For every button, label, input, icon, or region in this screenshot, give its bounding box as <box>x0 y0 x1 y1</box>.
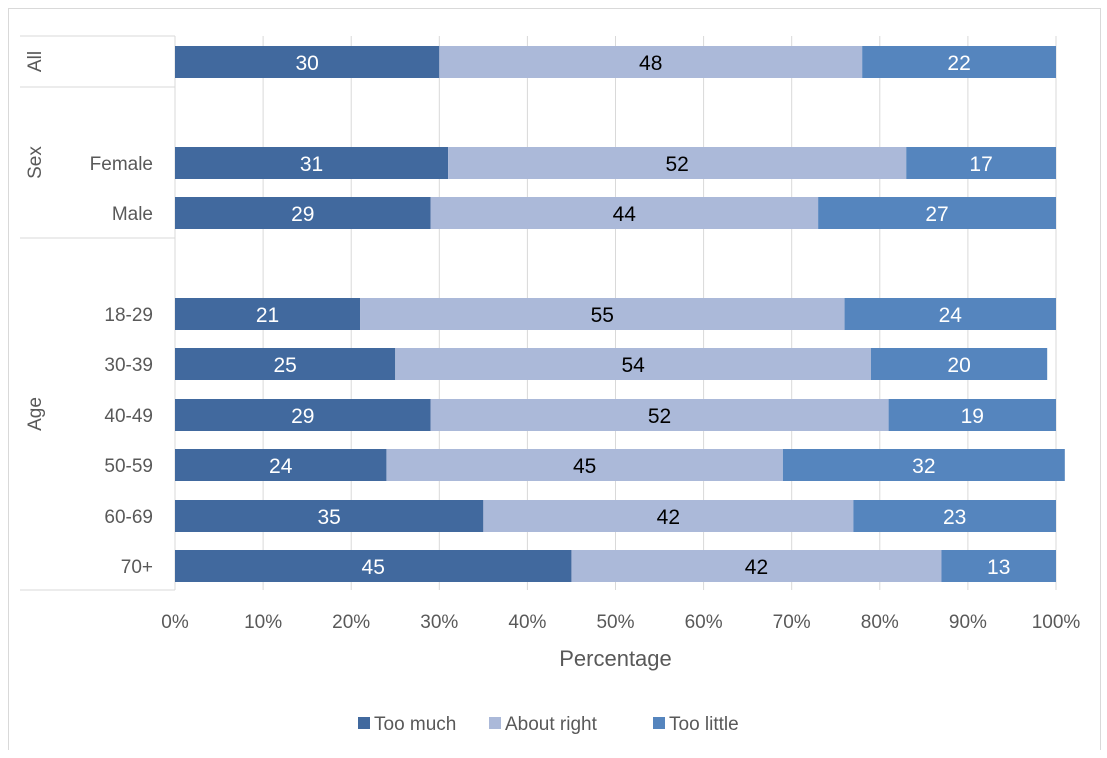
category-label: Female <box>90 154 153 175</box>
data-label: 44 <box>613 203 637 226</box>
bar-segment <box>175 298 361 330</box>
bar-segment <box>571 550 942 582</box>
bar-segment <box>430 197 819 229</box>
bar-segment <box>483 500 854 532</box>
data-label: 31 <box>300 153 323 176</box>
bar-segment <box>888 399 1056 431</box>
category-label: 70+ <box>121 557 153 578</box>
bar-segment <box>941 550 1056 582</box>
x-tick-label: 100% <box>1032 612 1081 633</box>
bar-segment <box>175 348 396 380</box>
legend-label: About right <box>505 714 598 735</box>
data-label: 29 <box>291 405 314 428</box>
x-tick-label: 70% <box>773 612 811 633</box>
category-label: 50-59 <box>104 456 153 477</box>
data-label: 35 <box>317 506 340 529</box>
data-label: 52 <box>665 153 688 176</box>
data-label: 20 <box>947 354 970 377</box>
x-tick-label: 10% <box>244 612 282 633</box>
x-tick-label: 40% <box>508 612 546 633</box>
legend-label: Too much <box>374 714 456 735</box>
data-label: 17 <box>969 153 992 176</box>
x-tick-label: 60% <box>685 612 723 633</box>
x-tick-label: 30% <box>420 612 458 633</box>
data-label: 29 <box>291 203 314 226</box>
data-label: 45 <box>573 455 596 478</box>
data-label: 21 <box>256 304 279 327</box>
data-label: 30 <box>295 52 318 75</box>
category-label: Male <box>112 204 153 225</box>
category-label: 60-69 <box>104 507 153 528</box>
data-label: 42 <box>657 506 680 529</box>
x-tick-label: 50% <box>596 612 634 633</box>
bar-segment <box>439 46 863 78</box>
data-label: 32 <box>912 455 935 478</box>
bar-segment <box>906 147 1056 179</box>
x-tick-label: 20% <box>332 612 370 633</box>
data-label: 54 <box>621 354 645 377</box>
x-axis-title: Percentage <box>559 646 672 671</box>
x-tick-label: 0% <box>161 612 189 633</box>
bar-segment <box>448 147 907 179</box>
bar-segment <box>386 449 783 481</box>
legend-swatch <box>358 717 370 729</box>
legend-swatch <box>653 717 665 729</box>
bar-segment <box>175 399 431 431</box>
group-label: Sex <box>25 146 46 179</box>
data-label: 13 <box>987 556 1010 579</box>
bar-segment <box>175 197 431 229</box>
bar-segment <box>862 46 1056 78</box>
category-label: 40-49 <box>104 406 153 427</box>
bar-segment <box>853 500 1056 532</box>
bar-segment <box>430 399 889 431</box>
data-label: 42 <box>745 556 768 579</box>
data-label: 27 <box>925 203 948 226</box>
data-label: 22 <box>947 52 970 75</box>
data-label: 23 <box>943 506 966 529</box>
bar-segment <box>360 298 845 330</box>
bar-segment <box>818 197 1056 229</box>
bar-segment <box>870 348 1048 380</box>
category-label: 18-29 <box>104 305 153 326</box>
group-label: Age <box>25 397 46 431</box>
data-label: 25 <box>273 354 296 377</box>
legend-label: Too little <box>669 714 739 735</box>
legend-swatch <box>489 717 501 729</box>
group-label: All <box>25 51 46 72</box>
data-label: 24 <box>269 455 293 478</box>
data-label: 19 <box>961 405 984 428</box>
category-label: 30-39 <box>104 355 153 376</box>
data-label: 55 <box>591 304 614 327</box>
data-label: 52 <box>648 405 671 428</box>
data-label: 24 <box>939 304 963 327</box>
bar-segment <box>175 449 387 481</box>
bar-segment <box>175 46 440 78</box>
x-tick-label: 90% <box>949 612 987 633</box>
bar-segment <box>175 147 449 179</box>
bar-segment <box>175 500 484 532</box>
data-label: 48 <box>639 52 662 75</box>
data-label: 45 <box>362 556 385 579</box>
x-tick-label: 80% <box>861 612 899 633</box>
bar-segment <box>395 348 871 380</box>
bar-segment <box>175 550 572 582</box>
bar-segment <box>782 449 1065 481</box>
bar-segment <box>844 298 1056 330</box>
